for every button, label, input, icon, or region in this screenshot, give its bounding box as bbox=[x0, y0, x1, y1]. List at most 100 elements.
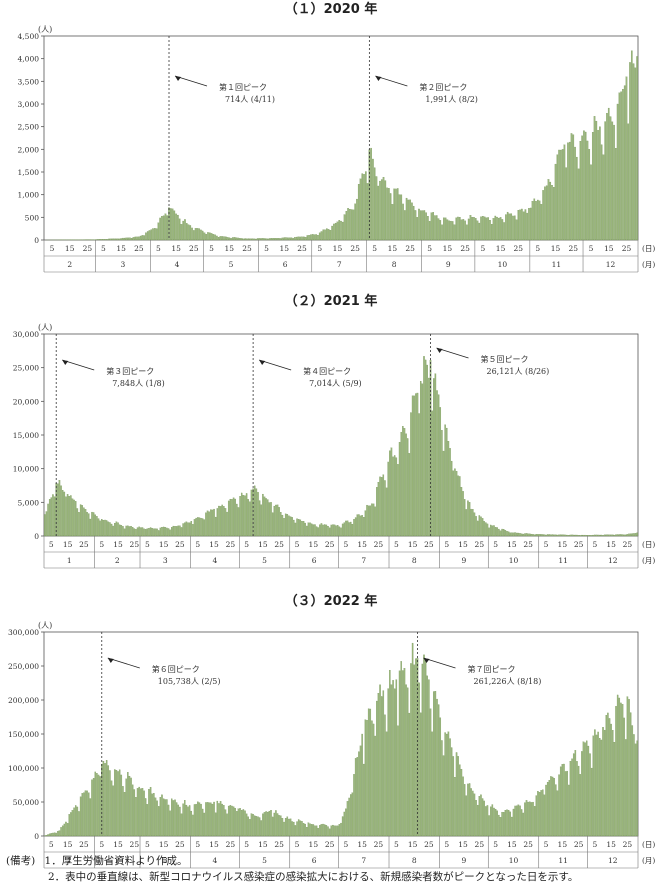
bar bbox=[386, 187, 388, 241]
bar bbox=[250, 813, 253, 837]
month-label: 7 bbox=[361, 856, 366, 865]
day-tick-label: 5 bbox=[544, 840, 549, 849]
month-label: 9 bbox=[446, 260, 451, 269]
bar bbox=[379, 180, 381, 241]
bar bbox=[280, 512, 282, 537]
bar bbox=[214, 812, 217, 837]
bar bbox=[50, 833, 53, 837]
bar bbox=[549, 181, 552, 241]
bar bbox=[466, 224, 468, 241]
bar bbox=[432, 212, 435, 241]
bar bbox=[543, 794, 546, 837]
bar bbox=[371, 503, 373, 537]
bar bbox=[633, 533, 635, 537]
bar bbox=[589, 535, 591, 537]
bar bbox=[395, 457, 398, 537]
bar bbox=[143, 790, 145, 837]
bar bbox=[120, 774, 123, 837]
bar bbox=[332, 524, 334, 537]
peak-label: 第７回ピーク bbox=[467, 664, 515, 674]
bar bbox=[419, 210, 422, 241]
bar bbox=[499, 217, 502, 241]
bar bbox=[369, 505, 372, 537]
bar bbox=[311, 234, 314, 241]
bar bbox=[317, 527, 319, 537]
bar bbox=[175, 526, 178, 537]
bar bbox=[513, 215, 516, 241]
bar bbox=[161, 527, 163, 537]
day-tick-label: 5 bbox=[145, 840, 150, 849]
bar bbox=[627, 123, 630, 241]
bar bbox=[281, 237, 284, 241]
bar bbox=[605, 534, 608, 537]
bar bbox=[435, 215, 438, 241]
bar bbox=[218, 505, 220, 537]
bar bbox=[454, 468, 456, 537]
bar bbox=[480, 516, 482, 537]
bar bbox=[380, 696, 383, 837]
bar bbox=[105, 760, 108, 837]
day-tick-label: 25 bbox=[350, 244, 360, 253]
bar bbox=[369, 708, 372, 837]
bar bbox=[180, 224, 183, 241]
bar bbox=[232, 237, 234, 241]
bar bbox=[94, 514, 97, 537]
bar bbox=[553, 778, 555, 837]
bar bbox=[197, 517, 199, 537]
bar bbox=[564, 771, 567, 837]
day-tick-label: 15 bbox=[63, 840, 73, 849]
month-label: 5 bbox=[262, 556, 267, 565]
bar bbox=[310, 234, 312, 241]
bar bbox=[623, 534, 625, 537]
bar bbox=[245, 493, 248, 537]
bar bbox=[462, 491, 464, 537]
bar bbox=[520, 809, 523, 837]
day-tick-label: 25 bbox=[297, 244, 307, 253]
bar bbox=[356, 514, 359, 537]
note-1: 1．厚生労働省資料より作成。 bbox=[44, 855, 188, 867]
bar bbox=[293, 519, 295, 537]
bar bbox=[457, 475, 459, 537]
bar bbox=[426, 675, 428, 837]
bar bbox=[95, 239, 98, 241]
bar bbox=[88, 792, 90, 837]
bar bbox=[357, 184, 360, 241]
bar bbox=[73, 499, 75, 537]
y-tick-label: 250,000 bbox=[8, 662, 39, 671]
bar bbox=[112, 525, 114, 537]
bar bbox=[227, 500, 230, 537]
bar bbox=[567, 142, 569, 241]
bar bbox=[200, 229, 202, 241]
bar bbox=[117, 522, 119, 537]
bar bbox=[616, 694, 619, 837]
y-tick-label: 50,000 bbox=[13, 798, 39, 807]
bar bbox=[494, 215, 497, 241]
bar bbox=[471, 217, 474, 241]
bar bbox=[171, 798, 173, 837]
bar bbox=[65, 821, 67, 837]
bar bbox=[47, 834, 49, 837]
bar bbox=[629, 62, 631, 241]
bar bbox=[190, 810, 193, 837]
bar bbox=[265, 498, 267, 537]
day-tick-label: 15 bbox=[606, 540, 616, 549]
bar bbox=[289, 818, 292, 837]
bar bbox=[74, 805, 77, 837]
bar bbox=[197, 801, 199, 837]
peak-arrowhead bbox=[259, 360, 266, 365]
bar bbox=[526, 212, 528, 241]
bar bbox=[180, 527, 183, 537]
bar bbox=[542, 789, 544, 837]
day-tick-label: 25 bbox=[325, 840, 335, 849]
bar bbox=[354, 517, 357, 537]
bar bbox=[111, 238, 114, 241]
bar bbox=[286, 514, 289, 537]
bar bbox=[546, 781, 549, 837]
day-tick-label: 25 bbox=[226, 840, 236, 849]
bar bbox=[143, 235, 145, 241]
bar bbox=[334, 222, 337, 241]
bar bbox=[96, 516, 98, 537]
bar bbox=[61, 825, 64, 837]
bar bbox=[245, 813, 248, 837]
bar bbox=[133, 789, 136, 837]
